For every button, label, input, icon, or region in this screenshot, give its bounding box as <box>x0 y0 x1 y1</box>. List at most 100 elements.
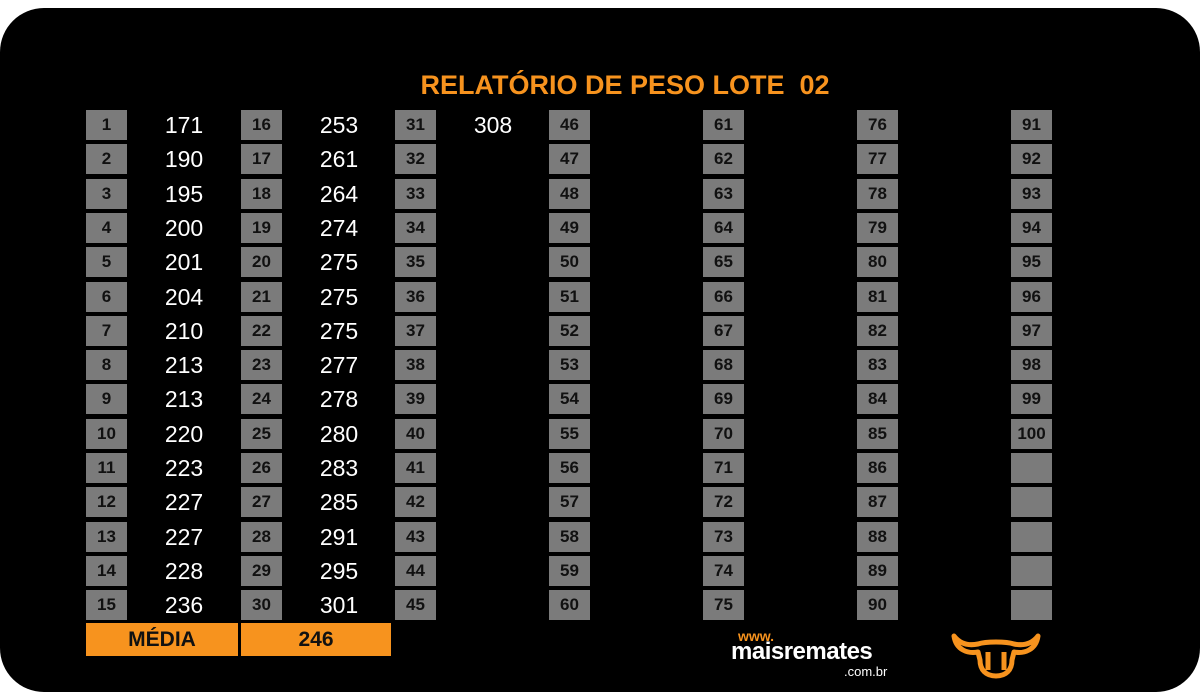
lot-number: 56 <box>549 453 590 483</box>
lot-number: 97 <box>1011 315 1052 346</box>
lot-cell: 92 <box>1011 144 1158 175</box>
lot-cell: 67 <box>703 315 850 346</box>
report-card: RELATÓRIO DE PESO LOTE 02 1 171 2 190 3 195 4 2… <box>0 8 1200 692</box>
lot-cell: 73 <box>703 521 850 552</box>
lot-number: 41 <box>395 453 436 483</box>
lot-number: 8 <box>86 350 127 381</box>
lot-cell: 57 <box>549 487 696 518</box>
lot-cell: 49 <box>549 212 696 243</box>
lot-number: 15 <box>86 590 127 621</box>
lot-weight: 283 <box>319 455 359 481</box>
lot-cell: 90 <box>857 590 1004 621</box>
lot-number: 14 <box>86 555 127 586</box>
lot-weight: 210 <box>164 317 204 344</box>
lot-cell: 36 <box>395 281 542 312</box>
lot-cell: 24 278 <box>241 384 388 415</box>
lot-cell: 48 <box>549 178 696 209</box>
lot-cell: 56 <box>549 453 696 483</box>
lot-cell: 98 <box>1011 350 1158 381</box>
lot-cell: 16 253 <box>241 110 388 140</box>
lot-number: 88 <box>857 521 898 552</box>
lot-weight: 171 <box>164 112 204 138</box>
lot-cell: 9 213 <box>86 384 233 415</box>
lot-cell: 93 <box>1011 178 1158 209</box>
lot-cell: 12 227 <box>86 487 233 518</box>
lot-cell: 51 <box>549 281 696 312</box>
lot-cell: 40 <box>395 418 542 449</box>
lot-number: 96 <box>1011 281 1052 312</box>
lot-cell: 77 <box>857 144 1004 175</box>
lot-weight: 291 <box>319 523 359 550</box>
lot-cell: 35 <box>395 247 542 278</box>
lot-number: 24 <box>241 384 282 415</box>
lot-weight: 213 <box>164 352 204 379</box>
lot-number: 48 <box>549 178 590 209</box>
lot-number: 11 <box>86 453 127 483</box>
lot-weight: 228 <box>164 557 204 584</box>
lot-cell: 88 <box>857 521 1004 552</box>
lot-number: 98 <box>1011 350 1052 381</box>
lot-number: 80 <box>857 247 898 278</box>
lot-cell: 54 <box>549 384 696 415</box>
lot-cell: 91 <box>1011 110 1158 140</box>
average-value: 246 <box>241 623 391 656</box>
lot-number: 71 <box>703 453 744 483</box>
lot-cell: 6 204 <box>86 281 233 312</box>
lot-cell: 39 <box>395 384 542 415</box>
lot-number: 85 <box>857 418 898 449</box>
lot-cell: 79 <box>857 212 1004 243</box>
lot-number: 57 <box>549 487 590 518</box>
lot-number: 99 <box>1011 384 1052 415</box>
lot-number: 29 <box>241 555 282 586</box>
lot-number: 47 <box>549 144 590 175</box>
lot-cell: 3 195 <box>86 178 233 209</box>
lot-number: 82 <box>857 315 898 346</box>
lot-cell: 46 <box>549 110 696 140</box>
lot-weight: 278 <box>319 386 359 413</box>
lot-cell: 23 277 <box>241 350 388 381</box>
lot-cell: 37 <box>395 315 542 346</box>
lot-number <box>1011 453 1052 483</box>
lot-cell: 76 <box>857 110 1004 140</box>
lot-number: 63 <box>703 178 744 209</box>
lot-cell: 15 236 <box>86 590 233 621</box>
lot-cell: 50 <box>549 247 696 278</box>
lot-cell: 28 291 <box>241 521 388 552</box>
lot-cell: 25 280 <box>241 418 388 449</box>
lot-cell: 74 <box>703 555 850 586</box>
lot-number: 69 <box>703 384 744 415</box>
lot-cell: 81 <box>857 281 1004 312</box>
lot-cell: 4 200 <box>86 212 233 243</box>
lot-cell: 1 171 <box>86 110 233 140</box>
lot-number: 10 <box>86 418 127 449</box>
lot-number: 49 <box>549 212 590 243</box>
lot-cell: 68 <box>703 350 850 381</box>
lot-cell: 65 <box>703 247 850 278</box>
lot-cell: 2 190 <box>86 144 233 175</box>
lot-cell: 99 <box>1011 384 1158 415</box>
lot-cell: 52 <box>549 315 696 346</box>
lot-weight: 285 <box>319 489 359 516</box>
lot-number <box>1011 555 1052 586</box>
lot-number: 73 <box>703 521 744 552</box>
lot-number: 4 <box>86 212 127 243</box>
lot-weight: 227 <box>164 523 204 550</box>
lot-number: 81 <box>857 281 898 312</box>
lot-number: 33 <box>395 178 436 209</box>
lot-cell: 94 <box>1011 212 1158 243</box>
lot-cell: 63 <box>703 178 850 209</box>
lot-number: 30 <box>241 590 282 621</box>
lot-cell: 38 <box>395 350 542 381</box>
lot-cell: 27 285 <box>241 487 388 518</box>
lot-cell: 44 <box>395 555 542 586</box>
lot-weight: 227 <box>164 489 204 516</box>
lot-number: 35 <box>395 247 436 278</box>
lot-cell: 66 <box>703 281 850 312</box>
lot-cell: 59 <box>549 555 696 586</box>
lot-number: 25 <box>241 418 282 449</box>
lot-number: 68 <box>703 350 744 381</box>
lot-cell: 34 <box>395 212 542 243</box>
lot-cell: 70 <box>703 418 850 449</box>
lot-number: 31 <box>395 110 436 140</box>
lot-cell: 14 228 <box>86 555 233 586</box>
